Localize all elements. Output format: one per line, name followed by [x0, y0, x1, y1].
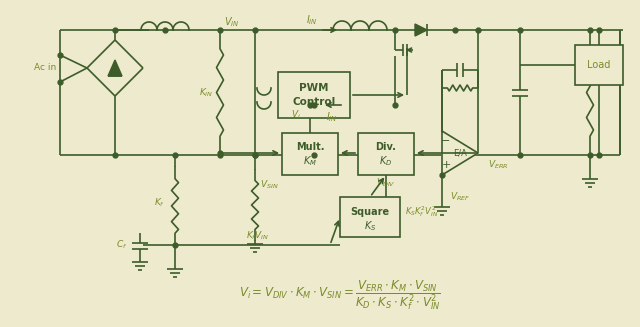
Text: Control: Control [292, 97, 335, 107]
Bar [278, 72, 350, 118]
Polygon shape [415, 24, 427, 36]
Text: $V_{SIN}$: $V_{SIN}$ [260, 179, 278, 191]
Text: Div.: Div. [376, 142, 396, 152]
Text: Load: Load [588, 60, 611, 70]
Text: $V_{ERR}$: $V_{ERR}$ [488, 159, 508, 171]
Text: $K_M$: $K_M$ [303, 154, 317, 168]
Text: E/A: E/A [453, 148, 467, 158]
Text: $K_{IN}$: $K_{IN}$ [199, 86, 213, 99]
Text: $C_f$: $C_f$ [116, 239, 127, 251]
Text: $V_{IN}$: $V_{IN}$ [224, 15, 240, 29]
Text: Square: Square [351, 207, 390, 217]
Text: $K_D$: $K_D$ [380, 154, 392, 168]
Bar [575, 45, 623, 85]
Bar [358, 133, 414, 175]
Text: $V_{REF}$: $V_{REF}$ [450, 191, 470, 203]
Text: PWM: PWM [300, 83, 329, 93]
Text: $K_S$: $K_S$ [364, 219, 376, 233]
Text: $I_{IN}$: $I_{IN}$ [326, 110, 338, 124]
Polygon shape [442, 131, 478, 175]
Text: $K_fV_{IN}$: $K_fV_{IN}$ [246, 230, 269, 242]
Text: $V_i$: $V_i$ [291, 109, 301, 121]
Text: $V_{DIV}$: $V_{DIV}$ [376, 177, 396, 189]
Text: −: − [442, 136, 451, 146]
Bar [282, 133, 338, 175]
Text: $K_f$: $K_f$ [154, 196, 164, 209]
Text: Mult.: Mult. [296, 142, 324, 152]
Polygon shape [108, 60, 122, 76]
Text: $V_i = V_{DIV} \cdot K_M \cdot V_{SIN} = \dfrac{V_{ERR} \cdot K_M \cdot V_{SIN}}: $V_i = V_{DIV} \cdot K_M \cdot V_{SIN} =… [239, 278, 441, 312]
Text: +: + [442, 160, 451, 170]
Text: $K_S K_f^2 V_{IN}^2$: $K_S K_f^2 V_{IN}^2$ [405, 205, 438, 219]
Bar [340, 197, 400, 237]
Text: Ac in: Ac in [34, 63, 56, 73]
Text: $I_{IN}$: $I_{IN}$ [306, 13, 318, 27]
